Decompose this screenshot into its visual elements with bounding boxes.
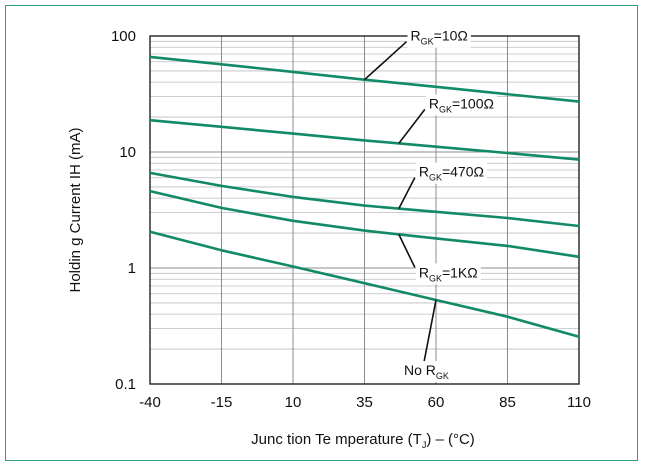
y-axis-label: Holdin g Current IH (mA) (67, 127, 84, 292)
annotation-label-bg (407, 26, 471, 48)
x-tick-label: 35 (356, 394, 373, 411)
annotation-label: RGK=470Ω (419, 164, 484, 183)
annotation-label-bg (415, 162, 487, 184)
x-tick-labels: -40 -15 10 35 60 85 110 (139, 394, 591, 411)
annotation-leader-line (398, 234, 416, 268)
major-gridlines (149, 35, 580, 385)
series-annotations: RGK=10Ω RGK=100Ω RGK=470Ω RGK=1KΩ No RGK (363, 26, 497, 382)
annotation-label-bg (415, 263, 481, 285)
annotation-leader-line (363, 41, 408, 81)
annotation-label-bg (425, 94, 497, 116)
annotation-label: No RGK (404, 362, 449, 381)
x-tick-label: 60 (428, 394, 445, 411)
annotation-label-bg (401, 360, 452, 382)
x-tick-label: 85 (499, 394, 516, 411)
x-tick-label: 10 (285, 394, 302, 411)
y-tick-labels: 0.1 1 10 100 (111, 28, 136, 393)
y-tick-label: 100 (111, 28, 136, 45)
x-tick-label: 110 (567, 394, 591, 411)
annotation-leader-line (423, 299, 437, 363)
annotation-leader-line (398, 108, 426, 144)
annotation-label: RGK=10Ω (411, 28, 468, 47)
annotation-leader-line (398, 177, 416, 209)
y-tick-label: 0.1 (115, 376, 136, 393)
x-tick-label: -40 (139, 394, 161, 411)
plot-border (149, 35, 580, 385)
annotation-label: RGK=100Ω (429, 95, 494, 114)
y-tick-label: 10 (119, 144, 136, 161)
x-tick-label: -15 (211, 394, 233, 411)
series-line-4 (149, 189, 580, 259)
series-line-5 (149, 230, 580, 339)
x-axis-label: Junc tion Te mperature (TJ) – (°C) (251, 431, 475, 450)
series-line-3 (149, 171, 580, 228)
y-tick-label: 1 (128, 260, 136, 277)
series-line-2 (149, 118, 580, 161)
annotation-label: RGK=1KΩ (419, 264, 478, 283)
